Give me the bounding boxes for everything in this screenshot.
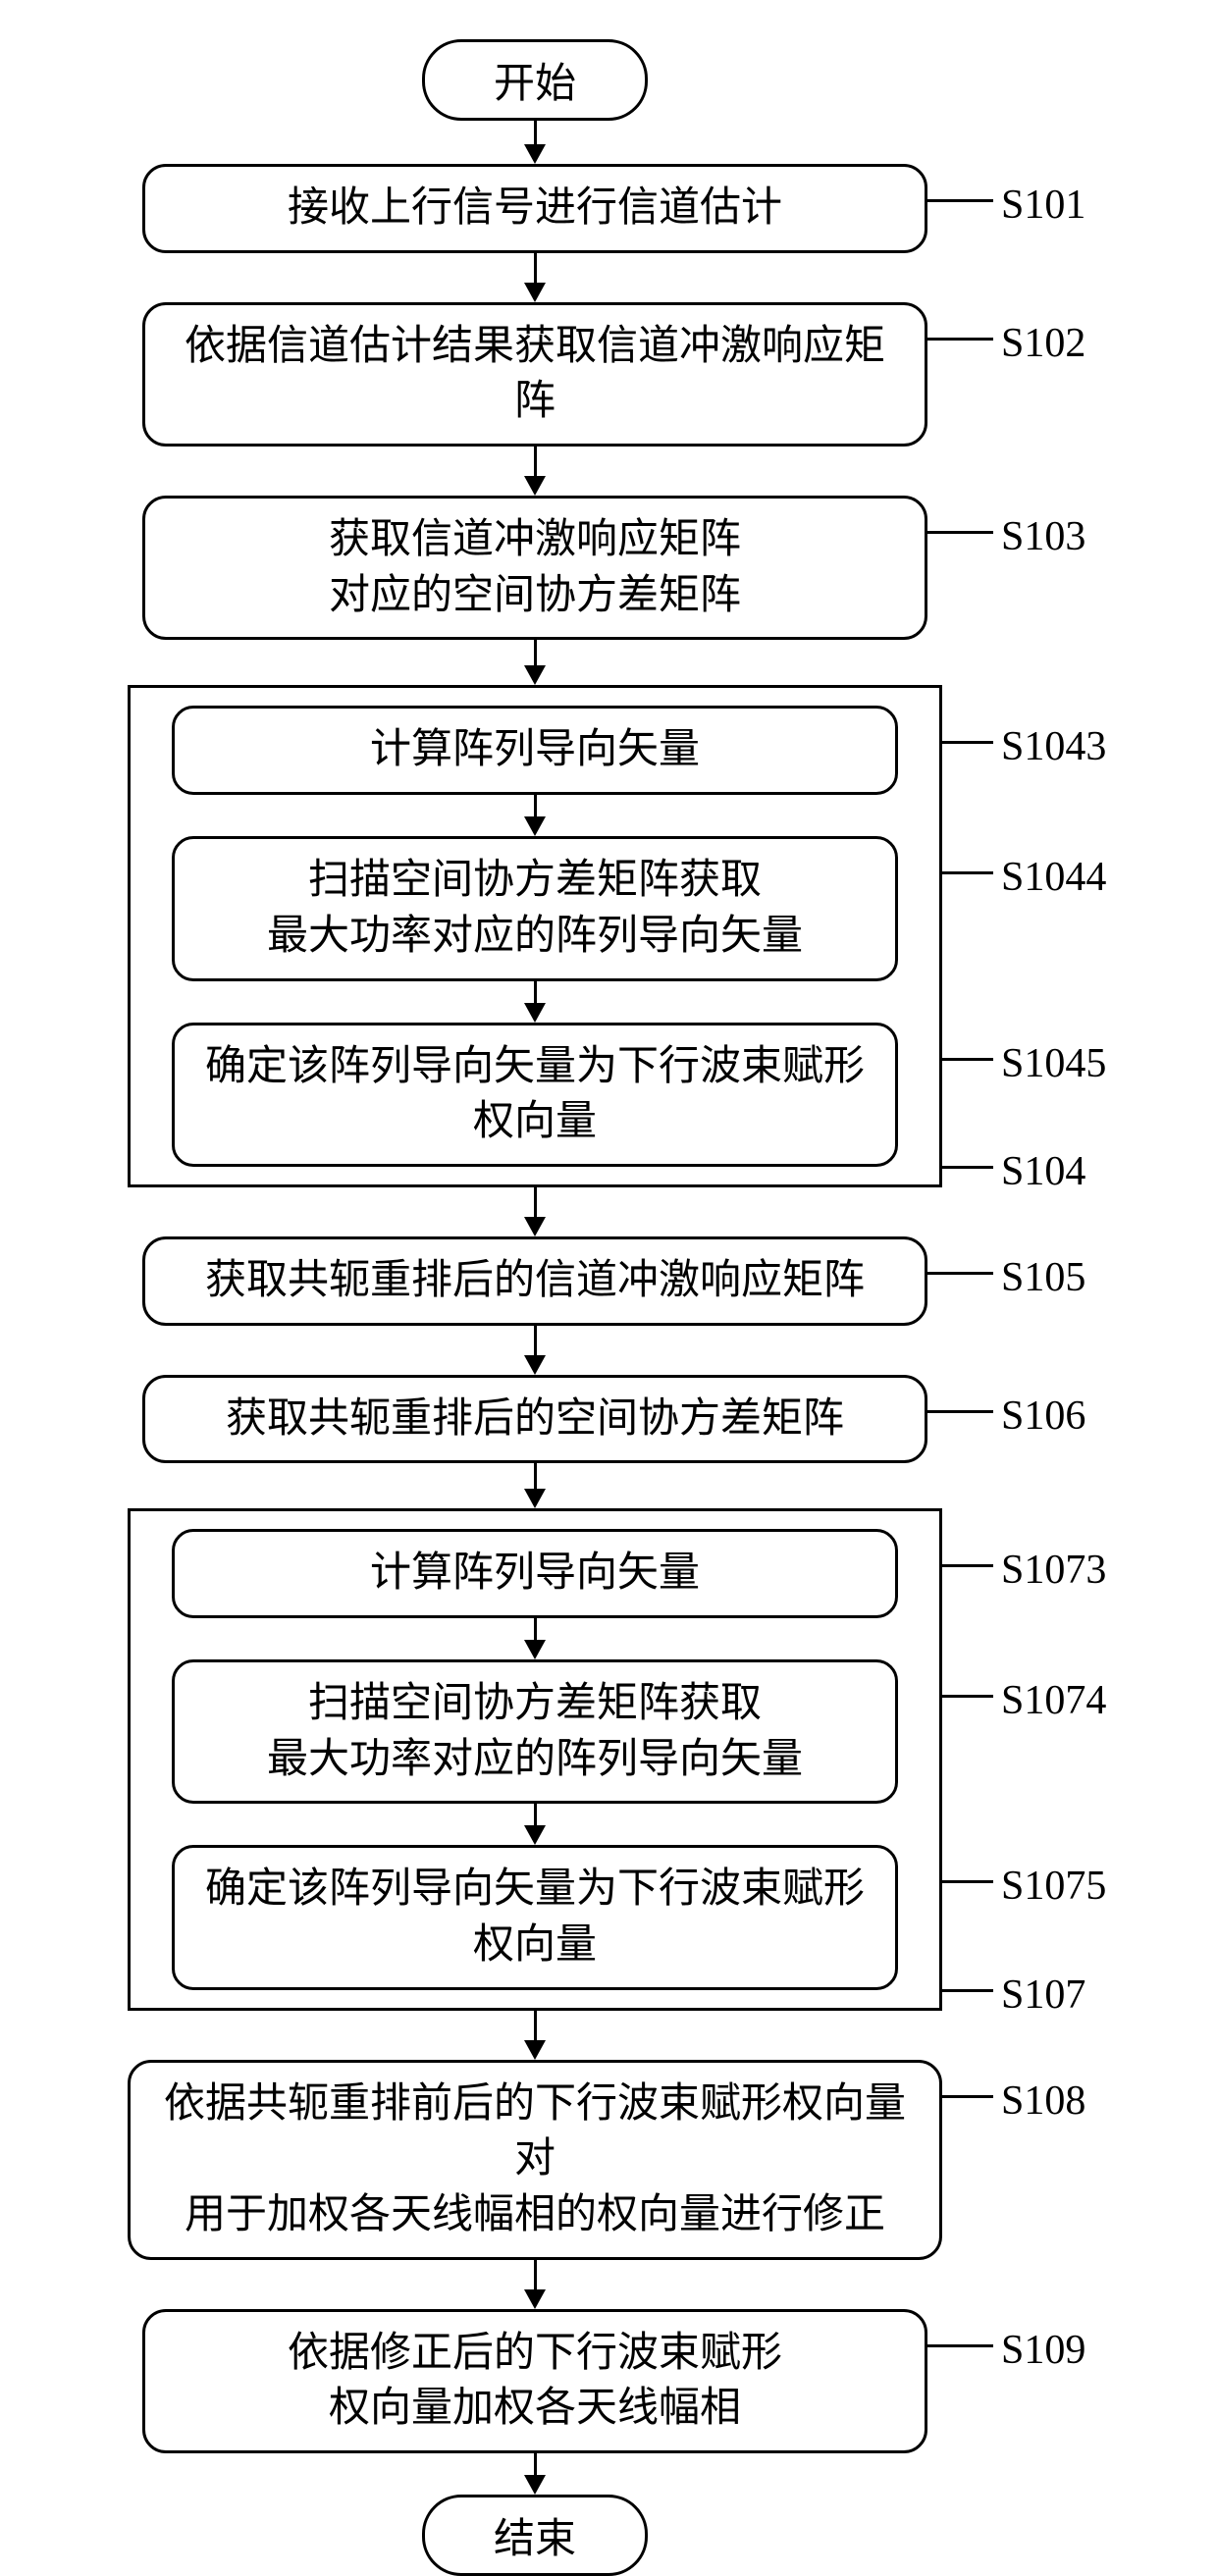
label-s104: S104	[1001, 1148, 1085, 1195]
leader-line	[942, 741, 993, 744]
step-s1075: 确定该阵列导向矢量为下行波束赋形权向量	[172, 1845, 898, 1989]
label-s109: S109	[1001, 2327, 1085, 2374]
arrow	[524, 253, 546, 302]
arrow	[524, 640, 546, 685]
label-s105: S105	[1001, 1254, 1085, 1301]
leader-line	[942, 2095, 993, 2098]
step-s1044: 扫描空间协方差矩阵获取 最大功率对应的阵列导向矢量	[172, 836, 898, 980]
label-s101: S101	[1001, 182, 1085, 229]
leader-line	[927, 531, 993, 534]
label-s1044: S1044	[1001, 854, 1106, 901]
step-s106: 获取共轭重排后的空间协方差矩阵	[142, 1375, 927, 1464]
arrow	[524, 2453, 546, 2495]
group-s107: 计算阵列导向矢量 扫描空间协方差矩阵获取 最大功率对应的阵列导向矢量 确定该阵列…	[128, 1508, 942, 2010]
leader-line	[927, 1272, 993, 1275]
leader-line	[942, 1880, 993, 1883]
step-s103: 获取信道冲激响应矩阵 对应的空间协方差矩阵	[142, 496, 927, 640]
leader-line	[942, 871, 993, 874]
group-s104: 计算阵列导向矢量 扫描空间协方差矩阵获取 最大功率对应的阵列导向矢量 确定该阵列…	[128, 685, 942, 1186]
arrow	[524, 2011, 546, 2060]
step-s102: 依据信道估计结果获取信道冲激响应矩阵	[142, 302, 927, 447]
arrow	[524, 1618, 546, 1659]
leader-line	[942, 1695, 993, 1698]
arrow	[524, 1463, 546, 1508]
label-s1075: S1075	[1001, 1863, 1106, 1910]
label-s1043: S1043	[1001, 723, 1106, 770]
leader-line	[942, 1989, 993, 1992]
leader-line	[942, 1058, 993, 1061]
label-s103: S103	[1001, 513, 1085, 560]
arrow	[524, 447, 546, 496]
arrow	[524, 981, 546, 1023]
label-s102: S102	[1001, 320, 1085, 367]
arrow	[524, 1187, 546, 1236]
label-s1074: S1074	[1001, 1677, 1106, 1724]
step-s1043: 计算阵列导向矢量	[172, 706, 898, 795]
arrow	[524, 121, 546, 164]
arrow	[524, 1326, 546, 1375]
terminal-start: 开始	[422, 39, 648, 121]
label-s106: S106	[1001, 1393, 1085, 1440]
label-s108: S108	[1001, 2077, 1085, 2125]
label-s1073: S1073	[1001, 1547, 1106, 1594]
step-s1073: 计算阵列导向矢量	[172, 1529, 898, 1618]
leader-line	[942, 1564, 993, 1567]
step-s105: 获取共轭重排后的信道冲激响应矩阵	[142, 1236, 927, 1326]
arrow	[524, 795, 546, 836]
terminal-end: 结束	[422, 2495, 648, 2576]
step-s101: 接收上行信号进行信道估计	[142, 164, 927, 253]
leader-line	[942, 1166, 993, 1169]
step-s1074: 扫描空间协方差矩阵获取 最大功率对应的阵列导向矢量	[172, 1659, 898, 1804]
step-s109: 依据修正后的下行波束赋形 权向量加权各天线幅相	[142, 2309, 927, 2453]
step-s1045: 确定该阵列导向矢量为下行波束赋形权向量	[172, 1023, 898, 1167]
leader-line	[927, 199, 993, 202]
flowchart: 开始 接收上行信号进行信道估计 依据信道估计结果获取信道冲激响应矩阵 获取信道冲…	[128, 39, 942, 2576]
arrow	[524, 2260, 546, 2309]
step-s108: 依据共轭重排前后的下行波束赋形权向量对 用于加权各天线幅相的权向量进行修正	[128, 2060, 942, 2260]
leader-line	[927, 1410, 993, 1413]
leader-line	[927, 338, 993, 341]
arrow	[524, 1804, 546, 1845]
label-s1045: S1045	[1001, 1040, 1106, 1087]
leader-line	[927, 2344, 993, 2347]
label-s107: S107	[1001, 1971, 1085, 2019]
